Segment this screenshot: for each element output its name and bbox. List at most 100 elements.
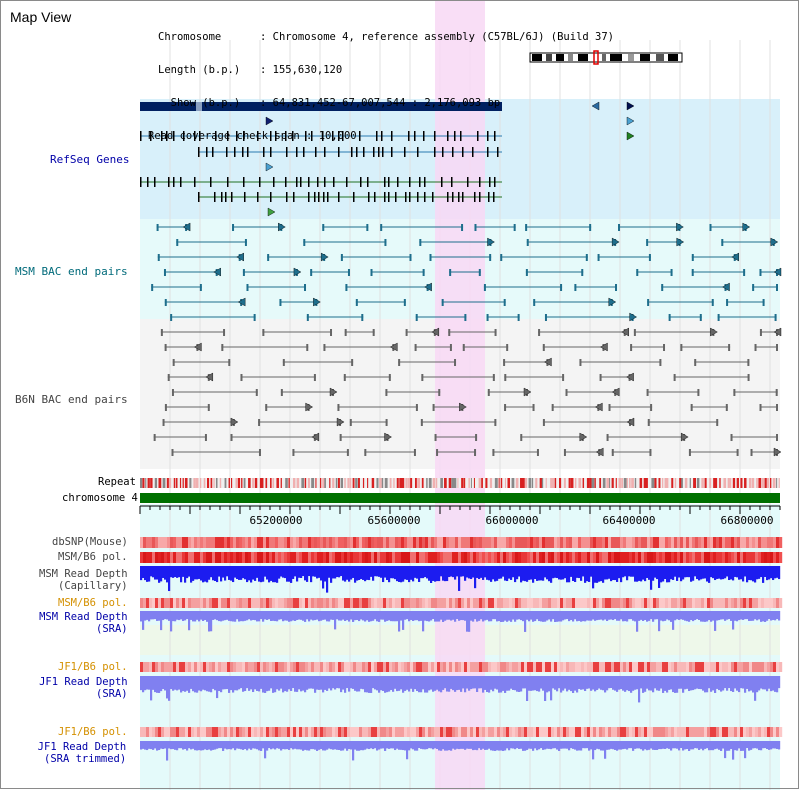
msm-b6-pol-sra-strip [167, 598, 171, 608]
msm-depth-sra-bar [276, 611, 279, 622]
refseq-transcript-4-exon [257, 192, 259, 202]
msm-b6-pol-strip [740, 552, 744, 563]
b6n-bac-arrow [329, 387, 338, 397]
refseq-transcript-4-exon [225, 192, 227, 202]
jf1-depth-sra-bar [322, 676, 325, 693]
b6n-bac-end [385, 419, 388, 426]
dbsnp-strip [698, 537, 702, 548]
jf1-depth-trim-bar [566, 741, 569, 749]
repeat-element [340, 478, 343, 488]
jf1-b6-pol-strip [242, 662, 246, 672]
dbsnp-label[interactable]: dbSNP(Mouse) [52, 536, 128, 548]
jf1-depth-trim-bar [368, 741, 371, 750]
msm-depth-sra-bar [720, 611, 723, 620]
msm-bac-end [303, 239, 306, 246]
msm-depth-sra-label[interactable]: MSM Read Depth (SRA) [36, 611, 128, 635]
dbsnp-strip [761, 537, 765, 548]
jf1-b6-pol-strip [677, 662, 681, 672]
msm-b6-pol-strip [299, 552, 303, 563]
b6n-bac-end [663, 344, 666, 351]
jf1-depth-sra-label[interactable]: JF1 Read Depth (SRA) [36, 676, 128, 700]
b6n-bac-label[interactable]: B6N BAC end pairs [15, 393, 128, 406]
msm-depth-capillary-bar [572, 566, 575, 582]
dbsnp-strip [593, 537, 597, 548]
jf1-depth-sra-bar [386, 676, 389, 693]
jf1-b6-pol-strip [497, 662, 501, 672]
msm-depth-capillary-bar [158, 566, 161, 583]
repeat-element [301, 478, 305, 488]
msm-depth-capillary-label[interactable]: MSM Read Depth (Capillary) [34, 568, 128, 592]
jf1-depth-trim-bar [620, 741, 623, 750]
dbsnp-strip [563, 537, 567, 548]
repeat-element [606, 478, 610, 488]
msm-b6-pol-sra-strip [347, 598, 351, 608]
jf1-b6-pol-trim-label[interactable]: JF1/B6 pol. [58, 726, 128, 738]
refseq-transcript-4-exon [452, 192, 454, 202]
jf1-depth-trim-label[interactable]: JF1 Read Depth (SRA trimmed) [36, 741, 127, 765]
msm-depth-sra-bar [586, 611, 589, 621]
jf1-b6-pol-strip [776, 662, 780, 672]
msm-depth-sra-bar [708, 611, 711, 620]
repeat-element [776, 478, 778, 488]
msm-depth-capillary-bar [746, 566, 749, 583]
refseq-transcript-3-exon [308, 177, 310, 187]
msm-bac-label[interactable]: MSM BAC end pairs [15, 265, 128, 278]
b6n-bac-end [262, 329, 265, 336]
repeat-element [611, 478, 614, 488]
msm-depth-capillary-bar [168, 566, 171, 592]
msm-b6-pol-label[interactable]: MSM/B6 pol. [58, 551, 128, 563]
jf1-depth-trim-bar [192, 741, 195, 749]
jf1-b6-pol-strip [491, 662, 495, 672]
msm-bac-end [752, 284, 755, 291]
jf1-b6-pol-strip [302, 662, 306, 672]
jf1-b6-pol-strip [209, 662, 213, 672]
msm-depth-sra-bar [148, 611, 151, 622]
msm-bac-end [409, 254, 412, 261]
jf1-b6-pol-strip [479, 662, 483, 672]
jf1-b6-pol-trim-strip [452, 727, 456, 737]
jf1-depth-trim-bar [282, 741, 285, 750]
dbsnp-strip [371, 537, 375, 548]
msm-b6-pol-strip [353, 552, 357, 563]
msm-b6-pol-strip [506, 552, 510, 563]
msm-bac-end [347, 269, 350, 276]
jf1-depth-trim-bar [628, 741, 631, 749]
page-title: Map View [10, 9, 72, 25]
repeat-element [324, 478, 326, 488]
msm-b6-pol-strip [269, 552, 273, 563]
msm-depth-capillary-bar [650, 566, 653, 590]
refseq-genes-label[interactable]: RefSeq Genes [50, 153, 130, 166]
jf1-depth-sra-bar [446, 676, 449, 692]
dbsnp-strip [491, 537, 495, 548]
msm-b6-pol-sra-strip [671, 598, 675, 608]
msm-depth-sra-bar [188, 611, 191, 631]
repeat-element [568, 478, 571, 488]
jf1-depth-sra-bar [242, 676, 245, 692]
refseq-transcript-2-exon [363, 147, 365, 157]
msm-depth-sra-bar [412, 611, 415, 622]
msm-depth-sra-bar [500, 611, 503, 622]
msm-b6-pol-strip [692, 552, 696, 563]
msm-b6-pol-strip [404, 552, 408, 563]
b6n-bac-end [504, 374, 507, 381]
jf1-b6-pol-trim-strip [518, 727, 522, 737]
jf1-b6-pol-trim-strip [683, 727, 687, 737]
repeat-element [265, 478, 268, 488]
refseq-transcript-2-exon [442, 147, 444, 157]
msm-b6-pol-strip [443, 552, 447, 563]
jf1-b6-pol-trim-strip [647, 727, 651, 737]
msm-b6-pol-sra-strip [665, 598, 669, 608]
msm-bac-end [461, 224, 464, 231]
msm-depth-sra-bar [194, 611, 197, 622]
msm-b6-pol-sra-label[interactable]: MSM/B6 pol. [58, 597, 128, 609]
jf1-depth-sra-bar [240, 676, 243, 689]
repeat-element [215, 478, 218, 488]
jf1-depth-sra-bar [498, 676, 501, 693]
refseq-transcript-1-exon [359, 131, 361, 141]
msm-depth-capillary-bar [256, 566, 259, 578]
msm-depth-capillary-bar [246, 566, 249, 583]
jf1-b6-pol-trim-strip [575, 727, 579, 737]
refseq-transcript-2-exon [338, 147, 340, 157]
jf1-b6-pol-label[interactable]: JF1/B6 pol. [58, 661, 128, 673]
